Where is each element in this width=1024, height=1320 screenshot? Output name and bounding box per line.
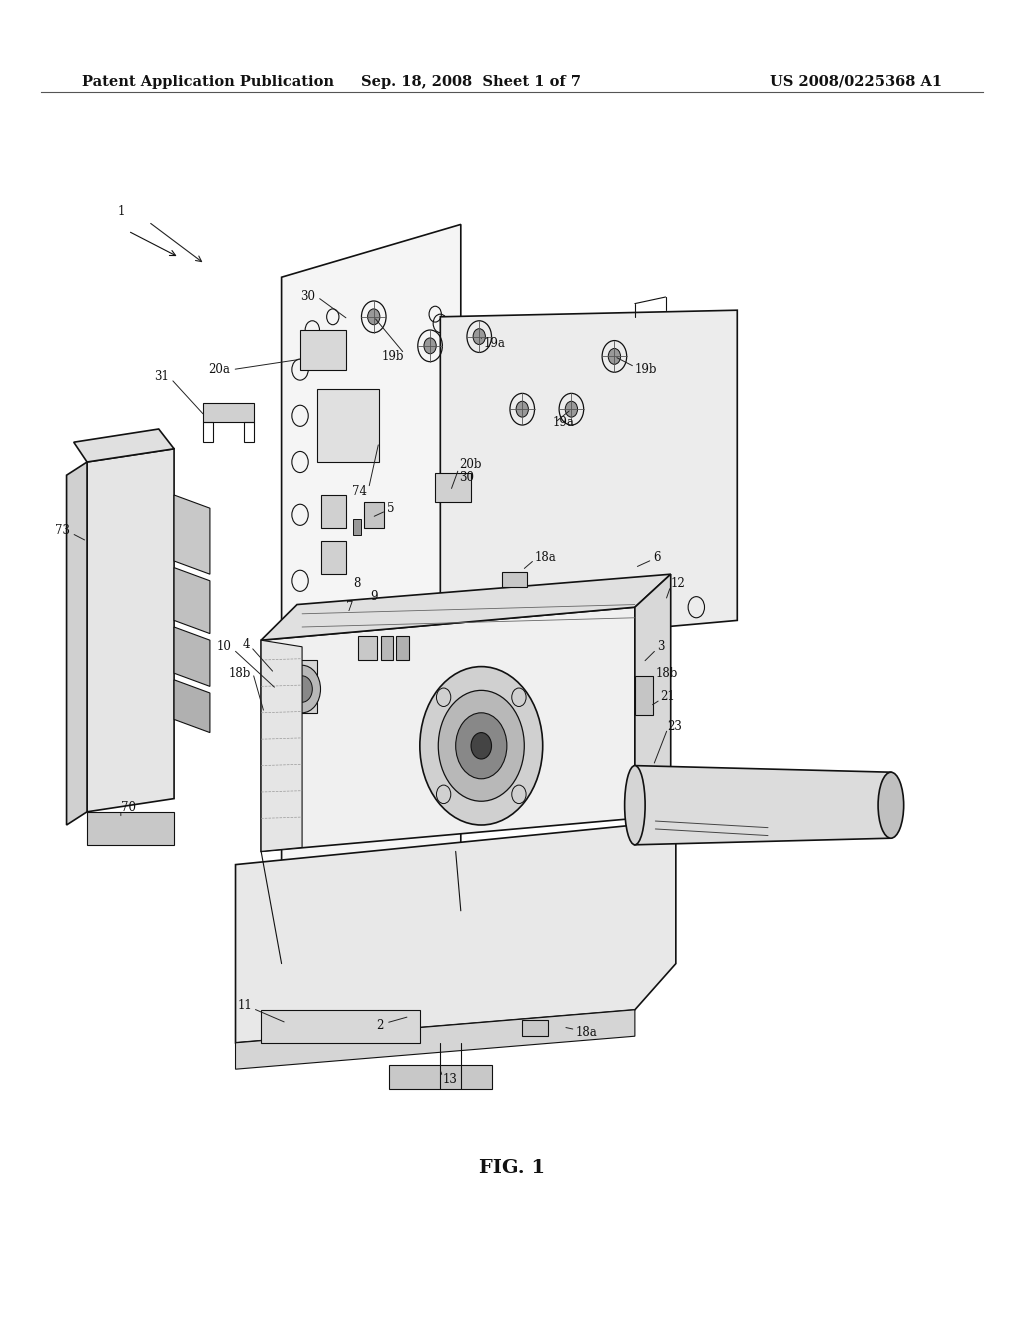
Bar	[300, 330, 346, 370]
Bar	[261, 667, 276, 726]
Bar	[522, 1020, 548, 1036]
Bar	[635, 676, 653, 715]
Circle shape	[456, 713, 507, 779]
Circle shape	[565, 401, 578, 417]
Bar	[358, 636, 377, 660]
Text: 5: 5	[387, 502, 394, 515]
Circle shape	[438, 690, 524, 801]
Circle shape	[368, 309, 380, 325]
Circle shape	[420, 667, 543, 825]
Polygon shape	[635, 766, 891, 845]
Polygon shape	[440, 310, 737, 647]
Circle shape	[473, 329, 485, 345]
Polygon shape	[261, 640, 302, 851]
Bar	[396, 636, 409, 660]
Bar	[321, 495, 346, 528]
Bar	[87, 812, 174, 845]
Circle shape	[373, 751, 385, 767]
Polygon shape	[282, 224, 461, 964]
Text: 31: 31	[154, 370, 169, 383]
Bar	[261, 1010, 420, 1043]
Text: 2: 2	[377, 1019, 384, 1032]
Text: 74: 74	[351, 484, 367, 498]
Text: 70: 70	[121, 801, 136, 814]
Polygon shape	[236, 1010, 635, 1069]
Text: 18b: 18b	[228, 667, 251, 680]
Text: 10: 10	[216, 640, 231, 653]
Text: 19a: 19a	[553, 416, 574, 429]
Text: Sep. 18, 2008  Sheet 1 of 7: Sep. 18, 2008 Sheet 1 of 7	[361, 75, 581, 88]
Text: 30: 30	[459, 471, 474, 484]
Text: 11: 11	[238, 999, 252, 1012]
Text: 73: 73	[54, 524, 70, 537]
Text: 23: 23	[668, 719, 683, 733]
Text: 1: 1	[117, 205, 125, 218]
Bar	[435, 473, 471, 502]
Bar	[244, 422, 254, 442]
Circle shape	[471, 733, 492, 759]
Circle shape	[424, 338, 436, 354]
Polygon shape	[174, 495, 210, 574]
Bar	[203, 403, 254, 422]
Text: Patent Application Publication: Patent Application Publication	[82, 75, 334, 88]
Text: 19b: 19b	[382, 350, 404, 363]
Text: 18a: 18a	[535, 550, 556, 564]
Polygon shape	[236, 818, 676, 1043]
Polygon shape	[635, 574, 671, 818]
Text: 7: 7	[346, 601, 353, 614]
Ellipse shape	[625, 766, 645, 845]
Circle shape	[292, 676, 312, 702]
Bar	[261, 660, 317, 713]
Bar	[381, 636, 393, 660]
Ellipse shape	[878, 772, 903, 838]
Polygon shape	[67, 462, 87, 825]
Bar	[389, 1065, 492, 1089]
Bar	[203, 422, 213, 442]
Text: 9: 9	[371, 590, 378, 603]
Text: 8: 8	[353, 577, 360, 590]
Text: 30: 30	[300, 290, 315, 304]
Text: 6: 6	[653, 550, 660, 564]
Bar	[353, 519, 361, 535]
Text: 13: 13	[442, 1073, 458, 1086]
Polygon shape	[261, 574, 671, 640]
Text: 19b: 19b	[635, 363, 657, 376]
Text: 20b: 20b	[459, 458, 481, 471]
Text: 12: 12	[671, 577, 685, 590]
Polygon shape	[174, 627, 210, 686]
Text: 21: 21	[660, 690, 675, 704]
Polygon shape	[174, 568, 210, 634]
Text: FIG. 1: FIG. 1	[479, 1159, 545, 1177]
Text: 19a: 19a	[483, 337, 505, 350]
Bar	[317, 389, 379, 462]
Polygon shape	[74, 429, 174, 462]
Text: 3: 3	[657, 640, 665, 653]
Bar	[364, 502, 384, 528]
Bar	[261, 739, 276, 799]
Bar	[321, 541, 346, 574]
Polygon shape	[261, 607, 635, 851]
Text: 18a: 18a	[575, 1026, 597, 1039]
Text: US 2008/0225368 A1: US 2008/0225368 A1	[770, 75, 942, 88]
Text: 4: 4	[243, 638, 250, 651]
Polygon shape	[87, 449, 174, 812]
Bar	[502, 572, 527, 587]
Text: 20a: 20a	[209, 363, 230, 376]
Polygon shape	[174, 680, 210, 733]
Circle shape	[284, 665, 321, 713]
Text: 18b: 18b	[655, 667, 678, 680]
Circle shape	[516, 401, 528, 417]
Circle shape	[362, 744, 375, 760]
Circle shape	[608, 348, 621, 364]
